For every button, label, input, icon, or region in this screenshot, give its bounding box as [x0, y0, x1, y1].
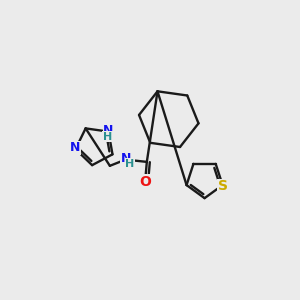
Text: N: N [120, 152, 131, 165]
Text: N: N [103, 124, 114, 137]
Text: H: H [125, 159, 134, 169]
Text: O: O [139, 175, 151, 188]
Text: H: H [103, 132, 112, 142]
Text: N: N [70, 142, 81, 154]
Text: S: S [218, 179, 228, 193]
